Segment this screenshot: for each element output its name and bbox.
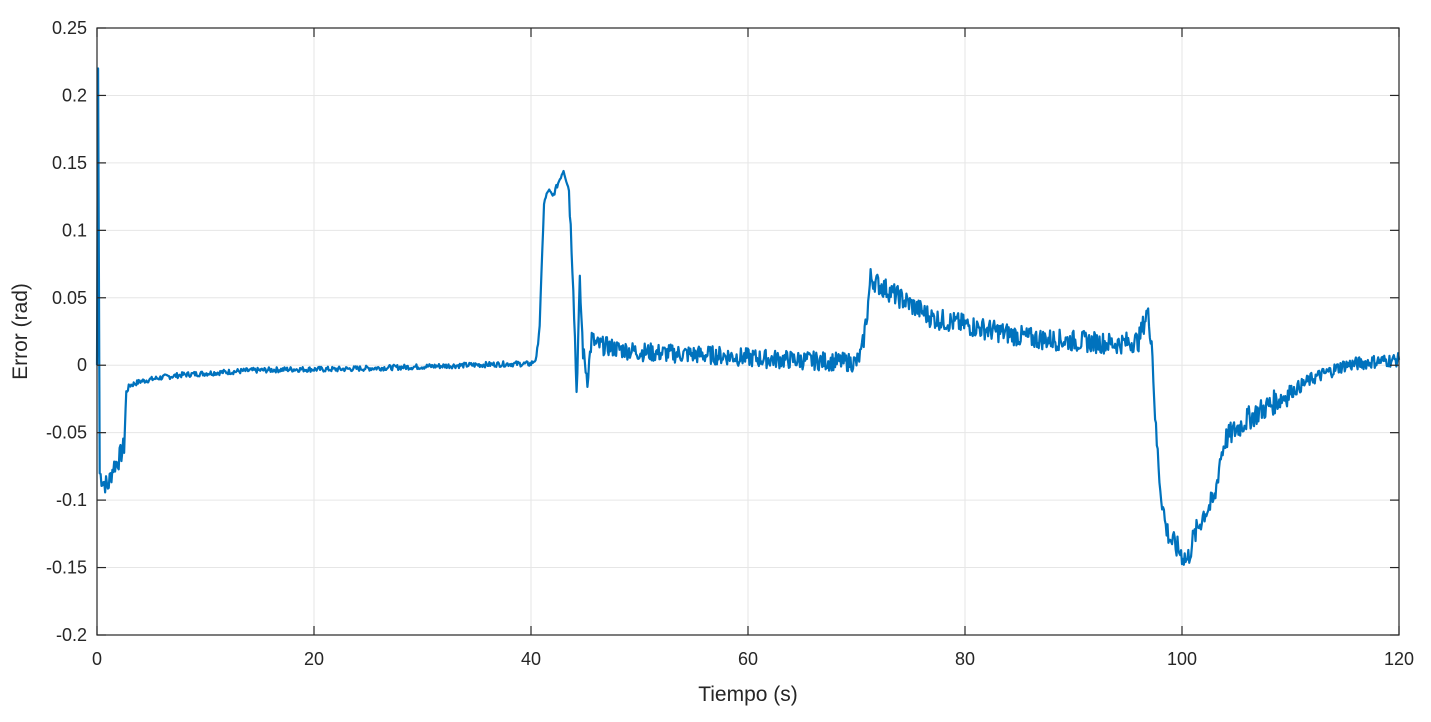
y-tick-label: -0.1 xyxy=(56,490,87,510)
y-tick-label: 0.25 xyxy=(52,18,87,38)
y-tick-label: 0.2 xyxy=(62,85,87,105)
x-tick-label: 100 xyxy=(1167,649,1197,669)
series-layer xyxy=(95,67,1401,566)
y-tick-label: -0.15 xyxy=(46,558,87,578)
y-tick-label: 0.05 xyxy=(52,288,87,308)
y-tick-label: 0.1 xyxy=(62,220,87,240)
y-tick-label: 0.15 xyxy=(52,153,87,173)
y-tick-label: 0 xyxy=(77,355,87,375)
y-tick-label: -0.2 xyxy=(56,625,87,645)
x-tick-label: 120 xyxy=(1384,649,1414,669)
x-tick-label: 20 xyxy=(304,649,324,669)
ticks: 0 20 40 60 80 100 120 -0.2 -0.15 -0.1 -0.05 0 0.05 0.… xyxy=(46,18,1414,669)
y-axis-label: Error (rad) xyxy=(9,283,32,380)
grid xyxy=(96,27,1400,636)
x-tick-label: 60 xyxy=(738,649,758,669)
x-axis-label: Tiempo (s) xyxy=(698,683,798,706)
y-tick-label: -0.05 xyxy=(46,423,87,443)
error-series-line xyxy=(95,67,1401,566)
x-tick-label: 0 xyxy=(92,649,102,669)
x-tick-label: 80 xyxy=(955,649,975,669)
x-tick-label: 40 xyxy=(521,649,541,669)
